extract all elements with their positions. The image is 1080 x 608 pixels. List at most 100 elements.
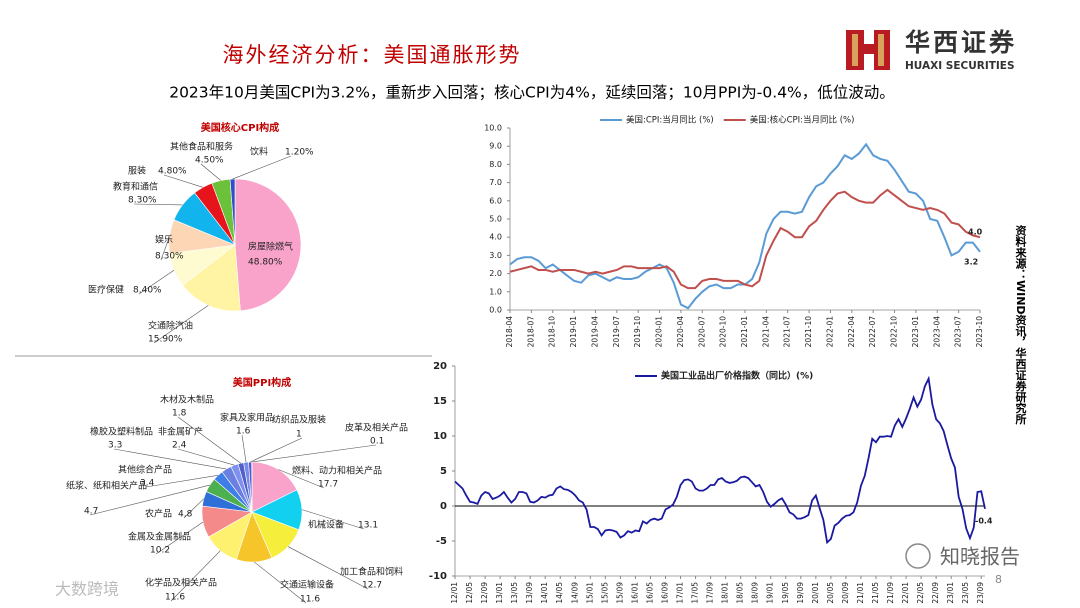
x-tick-label: 17/09 xyxy=(706,582,715,604)
slice-label: 家具及家用品 xyxy=(220,412,274,424)
x-tick-label: 2021-04 xyxy=(761,316,770,348)
y-tick-label: 7.0 xyxy=(489,178,502,187)
leader-line xyxy=(278,469,325,489)
leader-line xyxy=(89,484,210,516)
watermark: 大数跨境 xyxy=(55,580,119,599)
y-tick-label: 15 xyxy=(433,396,447,407)
slice-label: 其他综合产品 xyxy=(118,464,172,476)
logo-en: HUAXI SECURITIES xyxy=(905,60,1015,72)
pie-slice xyxy=(229,178,236,246)
x-tick-label: 16/01 xyxy=(630,582,639,604)
x-tick-label: 19/01 xyxy=(766,582,775,604)
slice-value: 4.7 xyxy=(84,507,98,517)
x-tick-label: 17/05 xyxy=(691,582,700,604)
x-tick-label: 2018-10 xyxy=(548,316,557,348)
slice-label: 非金属矿产 xyxy=(158,426,203,438)
x-tick-label: 17/01 xyxy=(676,582,685,604)
leader-line xyxy=(254,561,307,604)
x-tick-label: 21/09 xyxy=(886,582,895,604)
leader-line xyxy=(249,437,303,463)
slice-label: 皮革及相关产品 xyxy=(345,422,408,434)
x-tick-label: 18/01 xyxy=(721,582,730,604)
leader-line xyxy=(251,444,377,463)
x-tick-label: 2022-04 xyxy=(847,316,856,348)
slide-title: 海外经济分析：美国通胀形势 xyxy=(223,43,522,67)
slice-label: 医疗保健 xyxy=(88,284,124,296)
y-tick-label: 20 xyxy=(433,361,447,372)
slice-value: 8.30% xyxy=(128,196,157,206)
x-tick-label: 13/01 xyxy=(495,582,504,604)
leader-line xyxy=(138,269,175,295)
x-tick-label: 21/05 xyxy=(871,582,880,604)
leader-line xyxy=(287,546,369,590)
leader-line xyxy=(133,203,183,206)
slice-label: 服装 xyxy=(128,165,146,177)
x-tick-label: 22/05 xyxy=(916,582,925,604)
leader-line xyxy=(241,434,247,463)
slice-value: 11.6 xyxy=(300,595,320,605)
slice-value: 48.80% xyxy=(248,258,283,268)
x-tick-label: 15/01 xyxy=(585,582,594,604)
slice-label: 房屋除燃气 xyxy=(248,241,293,253)
x-tick-label: 19/09 xyxy=(796,582,805,604)
chart-title: 美国核心CPI构成 xyxy=(201,121,279,134)
series-line xyxy=(454,375,986,545)
x-tick-label: 23/01 xyxy=(946,582,955,604)
x-tick-label: 14/05 xyxy=(555,582,564,604)
x-tick-label: 2019-10 xyxy=(633,316,642,348)
x-tick-label: 22/09 xyxy=(931,582,940,604)
x-tick-label: 12/05 xyxy=(465,582,474,604)
annotation: -0.4 xyxy=(975,517,993,526)
legend-label: 美国:核心CPI:当月同比 (%) xyxy=(750,115,855,126)
x-tick-label: 16/09 xyxy=(660,582,669,604)
slice-label: 交通运输设备 xyxy=(280,579,334,591)
slice-value: 1 xyxy=(296,430,302,440)
slice-value: 1.20% xyxy=(285,148,314,158)
legend-label: 美国工业品出厂价格指数（同比）(%) xyxy=(661,370,813,382)
chart-title: 美国PPI构成 xyxy=(233,376,291,389)
y-tick-label: 10 xyxy=(433,431,447,442)
slice-value: 4.80% xyxy=(158,167,187,177)
logo-icon xyxy=(846,28,890,70)
x-tick-label: 2021-01 xyxy=(740,316,749,348)
leader-line xyxy=(155,521,204,555)
slice-value: 2.4 xyxy=(172,441,187,451)
slice-value: 12.7 xyxy=(362,581,382,591)
x-tick-label: 15/09 xyxy=(615,582,624,604)
slice-label: 娱乐 xyxy=(155,234,173,246)
slice-label: 纺织品及服装 xyxy=(272,414,326,426)
slice-value: 11.6 xyxy=(165,593,185,603)
x-tick-label: 20/09 xyxy=(841,582,850,604)
y-tick-label: 10.0 xyxy=(484,124,502,133)
slice-label: 其他食品和服务 xyxy=(170,141,233,153)
leader-line xyxy=(163,174,203,188)
slice-label: 加工食品和饲料 xyxy=(340,566,403,578)
x-tick-label: 12/09 xyxy=(480,582,489,604)
slice-value: 10.2 xyxy=(150,546,170,556)
x-tick-label: 2018-04 xyxy=(505,316,514,348)
leader-line xyxy=(160,236,170,261)
leader-line xyxy=(200,163,222,181)
slice-label: 纸浆、纸和相关产品 xyxy=(66,480,147,492)
leader-line xyxy=(177,448,235,466)
leader-line xyxy=(113,448,227,470)
x-tick-label: 23/05 xyxy=(961,582,970,604)
y-tick-label: -10 xyxy=(429,571,447,582)
x-tick-label: 20/01 xyxy=(811,582,820,604)
pie-slice xyxy=(251,461,298,513)
x-tick-label: 2023-07 xyxy=(954,316,963,348)
y-tick-label: 1.0 xyxy=(489,287,502,296)
leader-line xyxy=(301,509,365,530)
leader-line xyxy=(177,416,241,464)
x-tick-label: 23/09 xyxy=(976,582,985,604)
x-tick-label: 2023-10 xyxy=(975,316,984,348)
slice-label: 农产品 xyxy=(145,508,172,520)
y-tick-label: 5 xyxy=(440,466,447,477)
y-tick-label: 0.0 xyxy=(489,306,502,315)
x-tick-label: 13/09 xyxy=(525,582,534,604)
slice-label: 燃料、动力和相关产品 xyxy=(292,465,382,477)
y-tick-label: -5 xyxy=(436,536,447,547)
x-tick-label: 2022-01 xyxy=(825,316,834,348)
x-tick-label: 14/09 xyxy=(570,582,579,604)
